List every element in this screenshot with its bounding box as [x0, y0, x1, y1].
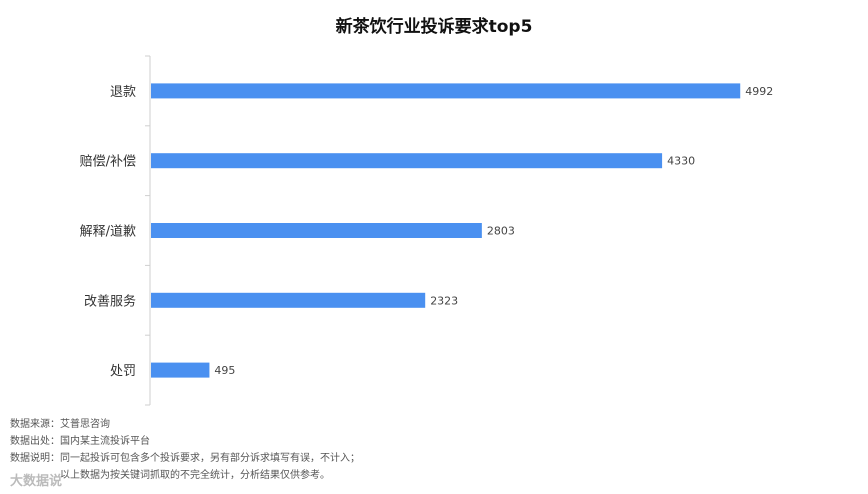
bar — [151, 292, 426, 308]
chart-notes: 数据来源：艾普思咨询 数据出处：国内某主流投诉平台 数据说明：同一起投诉可包含多… — [10, 416, 360, 484]
bar — [151, 153, 663, 169]
value-label: 4330 — [667, 155, 695, 168]
value-label: 4992 — [745, 85, 773, 98]
category-label: 改善服务 — [84, 293, 136, 309]
bar — [151, 83, 741, 99]
category-label: 赔偿/补偿 — [80, 155, 136, 170]
note-description: 数据说明：同一起投诉可包含多个投诉要求，另有部分诉求填写有误，不计入； — [10, 453, 360, 464]
note-origin: 数据出处：国内某主流投诉平台 — [10, 436, 150, 447]
category-label: 处罚 — [110, 364, 136, 379]
value-label: 495 — [214, 364, 235, 377]
footer-brand: 大数据说 — [10, 474, 63, 489]
bar — [151, 223, 482, 238]
note-source: 数据来源：艾普思咨询 — [10, 419, 110, 430]
bar — [151, 362, 210, 378]
note-disclaimer: 以上数据为按关键词抓取的不完全统计，分析结果仅供参考。 — [60, 470, 330, 481]
value-label: 2803 — [487, 225, 515, 238]
value-label: 2323 — [430, 294, 458, 307]
category-label: 解释/道歉 — [80, 225, 136, 240]
chart-title: 新茶饮行业投诉要求top5 — [335, 17, 533, 37]
category-label: 退款 — [110, 85, 136, 100]
